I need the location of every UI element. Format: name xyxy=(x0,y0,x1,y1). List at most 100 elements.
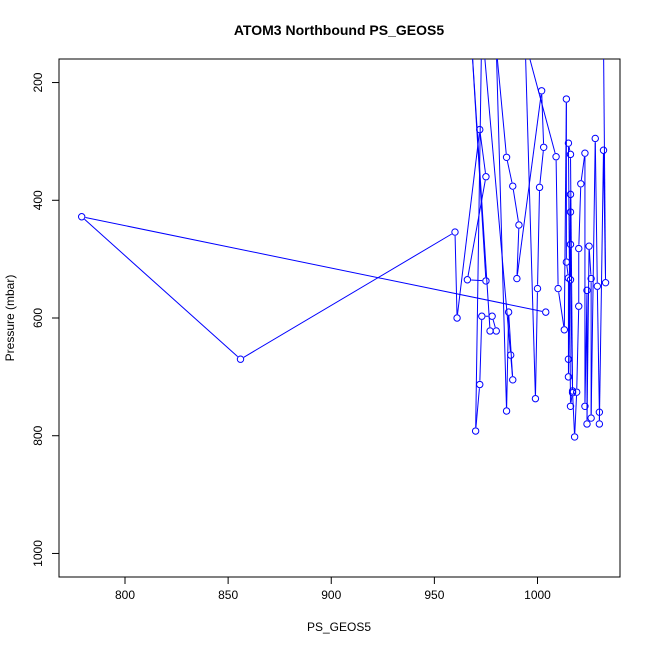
series-segment xyxy=(594,142,598,283)
data-point xyxy=(468,38,474,44)
series-layer xyxy=(77,20,610,441)
data-point xyxy=(595,408,604,416)
series-segment xyxy=(512,189,519,222)
series-segment xyxy=(535,292,538,395)
data-point xyxy=(531,394,540,403)
data-point xyxy=(564,355,573,363)
data-point xyxy=(583,286,591,295)
data-point xyxy=(588,44,594,50)
data-point xyxy=(478,312,486,320)
series-segment xyxy=(471,279,483,282)
data-point xyxy=(577,180,585,188)
series-segment xyxy=(541,94,545,144)
series-segment xyxy=(603,59,607,279)
data-point xyxy=(573,50,579,56)
data-point xyxy=(593,282,602,290)
data-point xyxy=(601,278,610,287)
data-point xyxy=(552,153,560,161)
data-point xyxy=(581,402,589,410)
data-point xyxy=(463,276,472,284)
data-point xyxy=(587,274,595,283)
series-segment xyxy=(492,319,496,328)
data-point xyxy=(471,427,480,435)
series-segment xyxy=(479,133,486,174)
data-point xyxy=(566,208,575,216)
data-point xyxy=(504,308,513,316)
data-point xyxy=(537,87,546,95)
data-point xyxy=(509,376,517,384)
data-point xyxy=(591,134,599,143)
data-point xyxy=(562,258,571,266)
series-segment xyxy=(537,191,540,285)
data-point xyxy=(236,355,245,363)
data-point xyxy=(599,146,608,154)
data-point xyxy=(486,327,494,335)
data-point xyxy=(564,373,573,381)
data-point xyxy=(451,228,459,236)
x-tick-label: 900 xyxy=(321,588,341,602)
data-point xyxy=(493,44,499,50)
y-tick-label: 800 xyxy=(31,425,45,445)
series-segment xyxy=(506,315,510,408)
data-point xyxy=(575,244,583,253)
data-point xyxy=(575,302,583,310)
data-point xyxy=(581,149,589,157)
data-point xyxy=(564,274,573,282)
data-point xyxy=(585,242,593,250)
series-segment xyxy=(516,228,520,275)
series-segment xyxy=(85,217,543,312)
data-point xyxy=(566,150,575,159)
data-point xyxy=(482,277,490,285)
series-segment xyxy=(576,310,580,389)
y-tick-label: 1000 xyxy=(31,540,45,567)
data-point xyxy=(509,182,517,190)
data-point xyxy=(453,314,461,322)
x-axis: 800 850 900 950 1000 xyxy=(115,576,551,602)
data-point xyxy=(506,351,515,359)
series-segment xyxy=(243,233,452,358)
series-segment xyxy=(454,235,458,315)
x-tick-label: 850 xyxy=(218,588,238,602)
data-point xyxy=(502,407,511,415)
series-segment xyxy=(506,160,513,183)
series-segment xyxy=(584,48,587,49)
data-point xyxy=(600,38,606,44)
data-point xyxy=(568,389,577,397)
data-point xyxy=(578,47,584,53)
data-point xyxy=(488,312,496,320)
y-tick-label: 200 xyxy=(31,72,45,92)
series-segment xyxy=(529,59,556,154)
series-segment xyxy=(568,146,571,151)
data-point xyxy=(482,173,490,181)
series-segment xyxy=(558,292,565,327)
series-segment xyxy=(472,59,491,328)
series-segment xyxy=(574,395,578,434)
series-segment xyxy=(84,218,239,358)
series-segment xyxy=(596,290,600,409)
data-point xyxy=(570,433,579,441)
x-axis-label: PS_GEOS5 xyxy=(307,620,371,634)
data-point xyxy=(476,125,484,134)
data-point xyxy=(522,38,528,44)
data-point xyxy=(479,20,485,26)
data-point xyxy=(492,327,500,335)
data-point xyxy=(562,95,571,103)
series-segment xyxy=(508,315,514,377)
series-segment xyxy=(525,59,536,395)
series-segment xyxy=(484,59,511,352)
series-segment xyxy=(467,180,486,277)
data-point xyxy=(533,284,542,293)
data-point xyxy=(77,213,86,221)
series-segment xyxy=(598,154,604,421)
x-tick-label: 1000 xyxy=(524,588,551,602)
x-tick-label: 800 xyxy=(115,588,135,602)
y-axis: 200 400 600 800 1000 xyxy=(31,72,60,567)
series-segment xyxy=(590,142,596,415)
data-point xyxy=(566,276,575,284)
series-segment xyxy=(496,59,507,154)
series-segment xyxy=(555,160,559,285)
series-segment xyxy=(578,187,582,245)
data-point xyxy=(476,380,484,389)
series-segment xyxy=(457,133,480,315)
